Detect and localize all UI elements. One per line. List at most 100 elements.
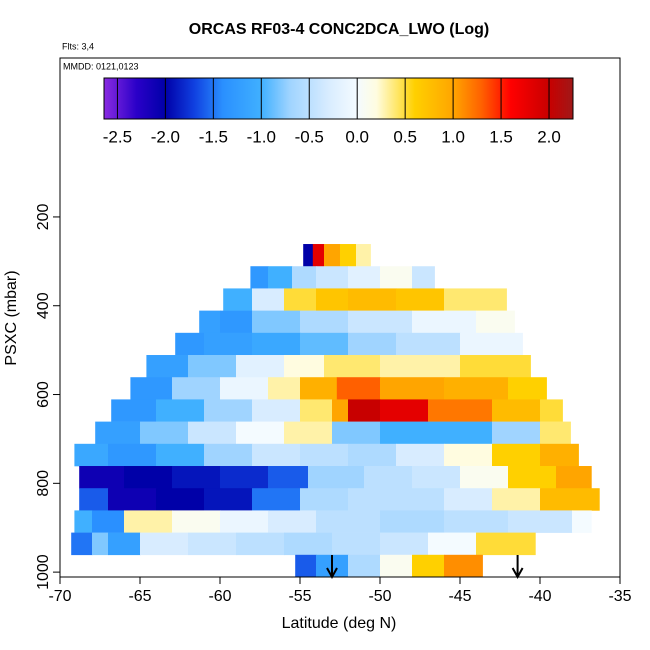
- heat-cell: [303, 244, 314, 267]
- heat-cell: [124, 466, 173, 489]
- subtitle: Flts: 3,4: [62, 41, 94, 51]
- heat-cell: [156, 488, 205, 511]
- heat-cell: [268, 377, 301, 400]
- heat-cell: [476, 310, 515, 334]
- heat-cell: [79, 488, 109, 511]
- heat-cell: [124, 510, 173, 533]
- heat-cell: [146, 355, 189, 378]
- heat-cell: [95, 421, 141, 445]
- colorbar-tick-label: 1.5: [489, 127, 513, 146]
- heat-cell: [268, 510, 317, 533]
- colorbar-tick-label: -2.0: [151, 127, 180, 146]
- heat-cell: [312, 244, 325, 267]
- heat-cell: [380, 355, 461, 378]
- heat-cell: [284, 288, 317, 311]
- heat-cell: [140, 421, 189, 445]
- heat-cell: [380, 399, 429, 422]
- heat-cell: [332, 532, 381, 556]
- heat-cell: [428, 532, 477, 556]
- y-tick-label: 600: [35, 381, 52, 408]
- heat-cell: [380, 377, 445, 400]
- heat-cell: [188, 355, 237, 378]
- heat-cell: [492, 443, 541, 467]
- x-tick-label: -60: [208, 588, 231, 605]
- heat-cell: [444, 510, 509, 533]
- heat-cell: [199, 310, 221, 334]
- colorbar-tick-label: -1.5: [199, 127, 228, 146]
- heat-cell: [223, 288, 253, 311]
- x-tick-label: -70: [48, 588, 71, 605]
- heat-cell: [444, 488, 493, 511]
- heat-cell: [92, 532, 109, 556]
- heat-cell: [204, 399, 253, 422]
- heat-cell: [111, 399, 157, 422]
- heat-cell: [444, 377, 509, 400]
- heat-cell: [364, 466, 413, 489]
- heat-cell: [540, 399, 563, 422]
- heat-cell: [324, 244, 341, 267]
- heat-cell: [316, 510, 381, 533]
- heat-cell: [380, 510, 445, 533]
- colorbar-tick-label: -0.5: [295, 127, 324, 146]
- heat-cell: [444, 443, 493, 467]
- heat-cell: [508, 510, 573, 533]
- heat-cell: [204, 443, 253, 467]
- heat-cell: [300, 332, 349, 356]
- heat-cell: [460, 466, 509, 489]
- heat-cell: [332, 421, 381, 445]
- heat-cell: [300, 399, 333, 422]
- x-axis-label: Latitude (deg N): [282, 615, 397, 632]
- heat-cell: [308, 466, 365, 489]
- heat-cell: [252, 443, 301, 467]
- heat-cell: [396, 488, 445, 511]
- heat-cell: [252, 310, 301, 334]
- colorbar-tick-label: 1.0: [441, 127, 465, 146]
- chart-title: ORCAS RF03-4 CONC2DCA_LWO (Log): [189, 21, 489, 38]
- heat-cell: [188, 421, 237, 445]
- heat-cell: [172, 510, 221, 533]
- heat-cell: [172, 377, 221, 400]
- heat-cell: [268, 466, 309, 489]
- heat-cell: [348, 488, 397, 511]
- heat-cell: [172, 466, 221, 489]
- heat-cell: [92, 510, 125, 533]
- heat-cell: [252, 288, 285, 311]
- heat-cell: [412, 310, 477, 334]
- heat-cell: [220, 466, 269, 489]
- heat-cell: [508, 466, 557, 489]
- heat-cell: [396, 288, 445, 311]
- heat-cell: [380, 554, 413, 578]
- heat-cell: [156, 399, 205, 422]
- heat-cell: [340, 244, 357, 267]
- heat-cell: [572, 510, 592, 533]
- heat-cell: [428, 399, 493, 422]
- heat-cell: [348, 399, 381, 422]
- heat-cell: [71, 532, 93, 556]
- heat-cell: [250, 266, 269, 289]
- heat-cell: [295, 554, 317, 578]
- heat-cell: [108, 532, 141, 556]
- colorbar-tick-label: -1.0: [247, 127, 276, 146]
- heat-cell: [492, 421, 541, 445]
- heat-cell: [460, 332, 523, 356]
- heat-cell: [444, 288, 507, 311]
- y-tick-label: 800: [35, 470, 52, 497]
- x-tick-label: -45: [448, 588, 471, 605]
- heat-cell: [492, 488, 541, 511]
- heat-cell: [460, 355, 531, 378]
- heat-cell: [476, 532, 536, 556]
- heat-cell: [316, 288, 349, 311]
- colorbar: [103, 77, 574, 120]
- heat-cell: [396, 332, 461, 356]
- heat-cell: [348, 443, 397, 467]
- heat-cell: [348, 310, 413, 334]
- colorbar-tick-label: 0.5: [393, 127, 417, 146]
- y-tick-label: 1000: [35, 554, 52, 590]
- heat-cell: [236, 421, 285, 445]
- heat-cell: [348, 332, 397, 356]
- heat-cell: [292, 266, 317, 289]
- heat-cell: [412, 266, 435, 289]
- colorbar-tick-label: 2.0: [537, 127, 561, 146]
- colorbar-tick-label: -2.5: [103, 127, 132, 146]
- heat-cell: [204, 488, 253, 511]
